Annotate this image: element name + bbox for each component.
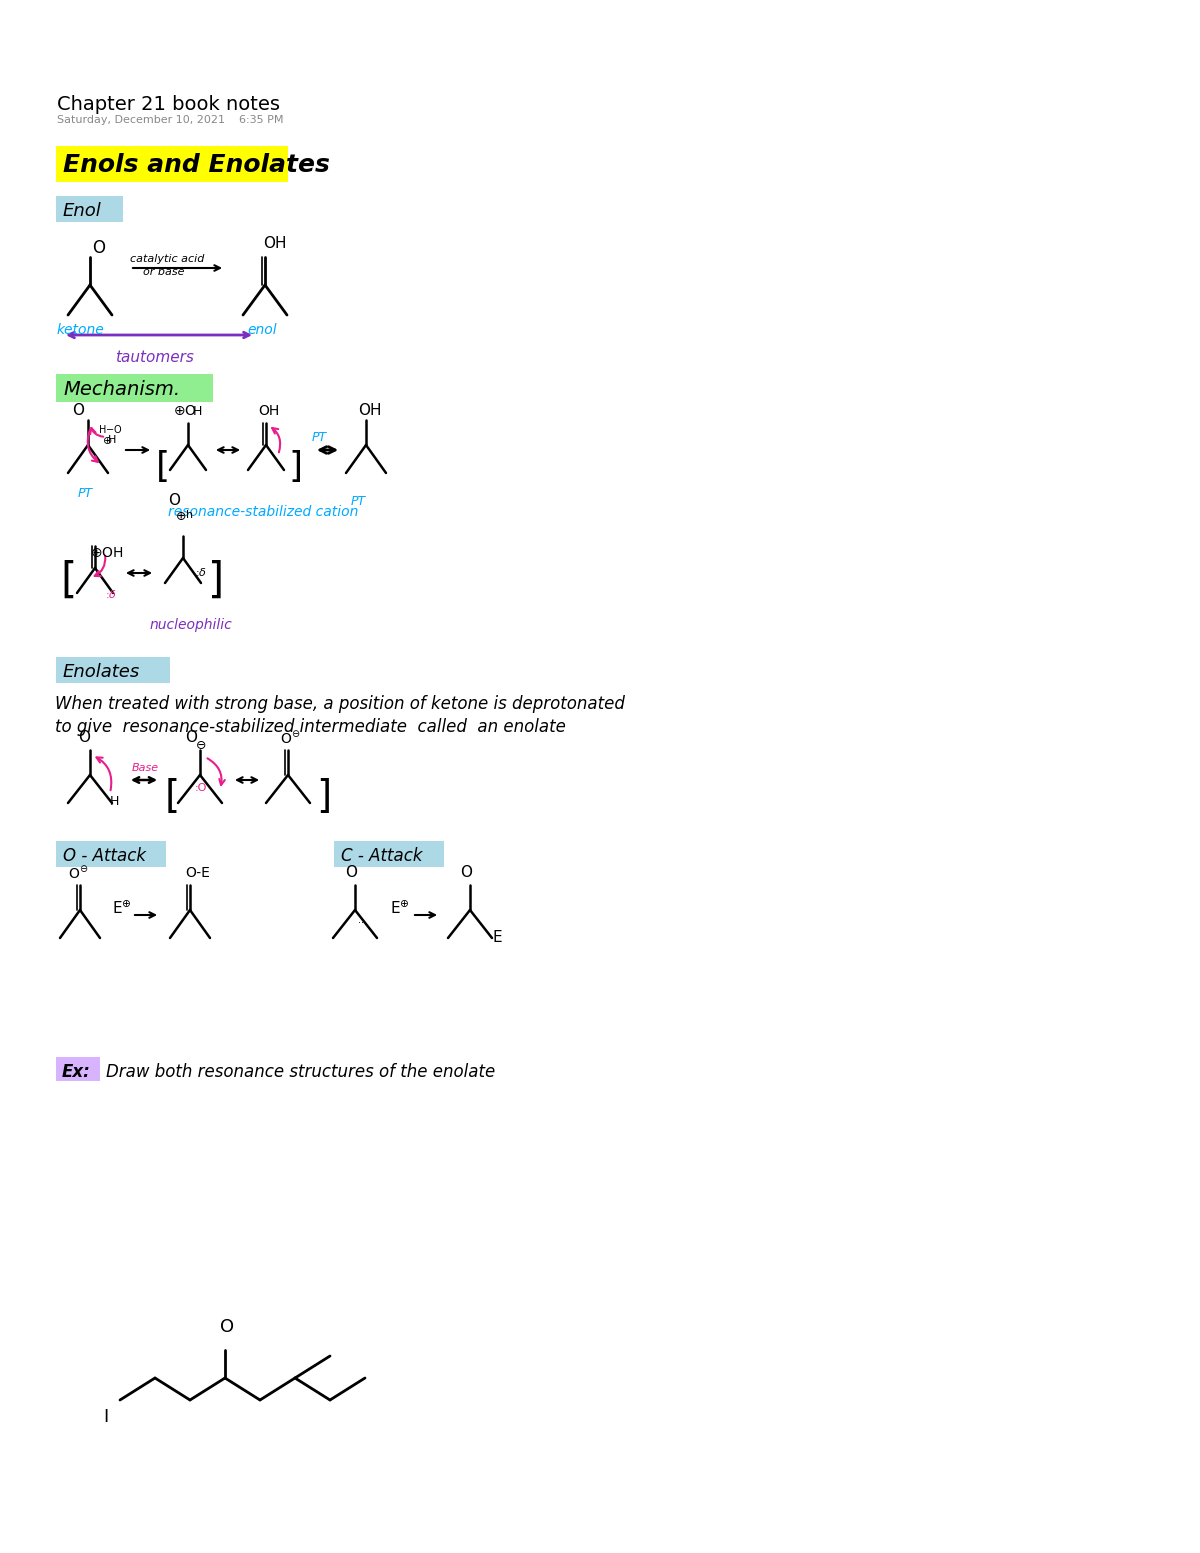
Text: O: O (168, 492, 180, 508)
Text: O: O (72, 402, 84, 418)
Text: [: [ (60, 561, 77, 603)
Text: H: H (110, 795, 119, 808)
Text: enol: enol (247, 323, 277, 337)
Text: resonance-stabilized cation: resonance-stabilized cation (168, 505, 359, 519)
Text: to give  resonance-stabilized intermediate  called  an enolate: to give resonance-stabilized intermediat… (55, 717, 566, 736)
Text: Enol: Enol (64, 202, 102, 221)
FancyBboxPatch shape (334, 842, 444, 867)
Text: PT: PT (78, 488, 94, 500)
Text: H: H (108, 435, 116, 446)
Text: Ex:: Ex: (62, 1062, 91, 1081)
Text: H$-$O: H$-$O (98, 422, 122, 435)
Text: [: [ (156, 450, 170, 485)
Text: O$^{\ominus}$: O$^{\ominus}$ (68, 865, 89, 882)
FancyBboxPatch shape (56, 374, 214, 402)
Text: O: O (460, 865, 472, 881)
Text: tautomers: tautomers (115, 349, 194, 365)
FancyBboxPatch shape (56, 842, 166, 867)
Text: ]: ] (316, 778, 331, 815)
Text: O: O (92, 239, 106, 256)
Text: OH: OH (358, 402, 382, 418)
Text: O$^{\ominus}$: O$^{\ominus}$ (280, 730, 300, 747)
Text: ]: ] (288, 450, 302, 485)
Text: or base: or base (143, 267, 185, 276)
Text: H: H (193, 405, 203, 418)
Text: $\oplus$OH: $\oplus$OH (90, 547, 124, 561)
Text: Enolates: Enolates (64, 663, 140, 682)
Text: O-E: O-E (185, 867, 210, 881)
Text: E$^{\oplus}$: E$^{\oplus}$ (112, 901, 132, 918)
Text: E$^{\oplus}$: E$^{\oplus}$ (390, 901, 409, 918)
Text: ketone: ketone (58, 323, 104, 337)
FancyBboxPatch shape (56, 1058, 100, 1081)
Text: :$\delta$: :$\delta$ (194, 565, 208, 578)
Text: :$\delta$: :$\delta$ (106, 589, 118, 599)
Text: $\oplus$: $\oplus$ (175, 509, 186, 523)
Text: When treated with strong base, a position of ketone is deprotonated: When treated with strong base, a positio… (55, 696, 625, 713)
Text: $\oplus$: $\oplus$ (102, 435, 113, 446)
Text: h: h (186, 509, 193, 520)
Text: I: I (103, 1409, 108, 1426)
Text: $\ominus$: $\ominus$ (194, 739, 206, 752)
Text: nucleophilic: nucleophilic (150, 618, 233, 632)
Text: O: O (220, 1318, 234, 1336)
Text: O - Attack: O - Attack (64, 846, 146, 865)
Text: O: O (78, 730, 90, 745)
Text: PT: PT (352, 495, 366, 508)
FancyBboxPatch shape (56, 146, 288, 182)
Text: OH: OH (263, 236, 287, 252)
Text: PT: PT (312, 432, 328, 444)
Text: Enols and Enolates: Enols and Enolates (64, 154, 330, 177)
Text: Chapter 21 book notes: Chapter 21 book notes (58, 95, 280, 113)
Text: :O: :O (194, 783, 208, 794)
Text: catalytic acid: catalytic acid (130, 255, 204, 264)
Text: Draw both resonance structures of the enolate: Draw both resonance structures of the en… (106, 1062, 496, 1081)
FancyBboxPatch shape (56, 657, 170, 683)
Text: Mechanism.: Mechanism. (64, 380, 180, 399)
Text: O: O (185, 730, 197, 745)
Text: Base: Base (132, 763, 160, 773)
FancyBboxPatch shape (56, 196, 124, 222)
Text: [: [ (166, 778, 180, 815)
Text: ..: .. (358, 915, 364, 926)
Text: OH: OH (258, 404, 280, 418)
Text: O: O (346, 865, 358, 881)
Text: C - Attack: C - Attack (341, 846, 422, 865)
Text: ]: ] (208, 561, 224, 603)
Text: E: E (492, 930, 502, 944)
Text: Saturday, December 10, 2021    6:35 PM: Saturday, December 10, 2021 6:35 PM (58, 115, 283, 124)
Text: $\oplus$O: $\oplus$O (173, 404, 197, 418)
